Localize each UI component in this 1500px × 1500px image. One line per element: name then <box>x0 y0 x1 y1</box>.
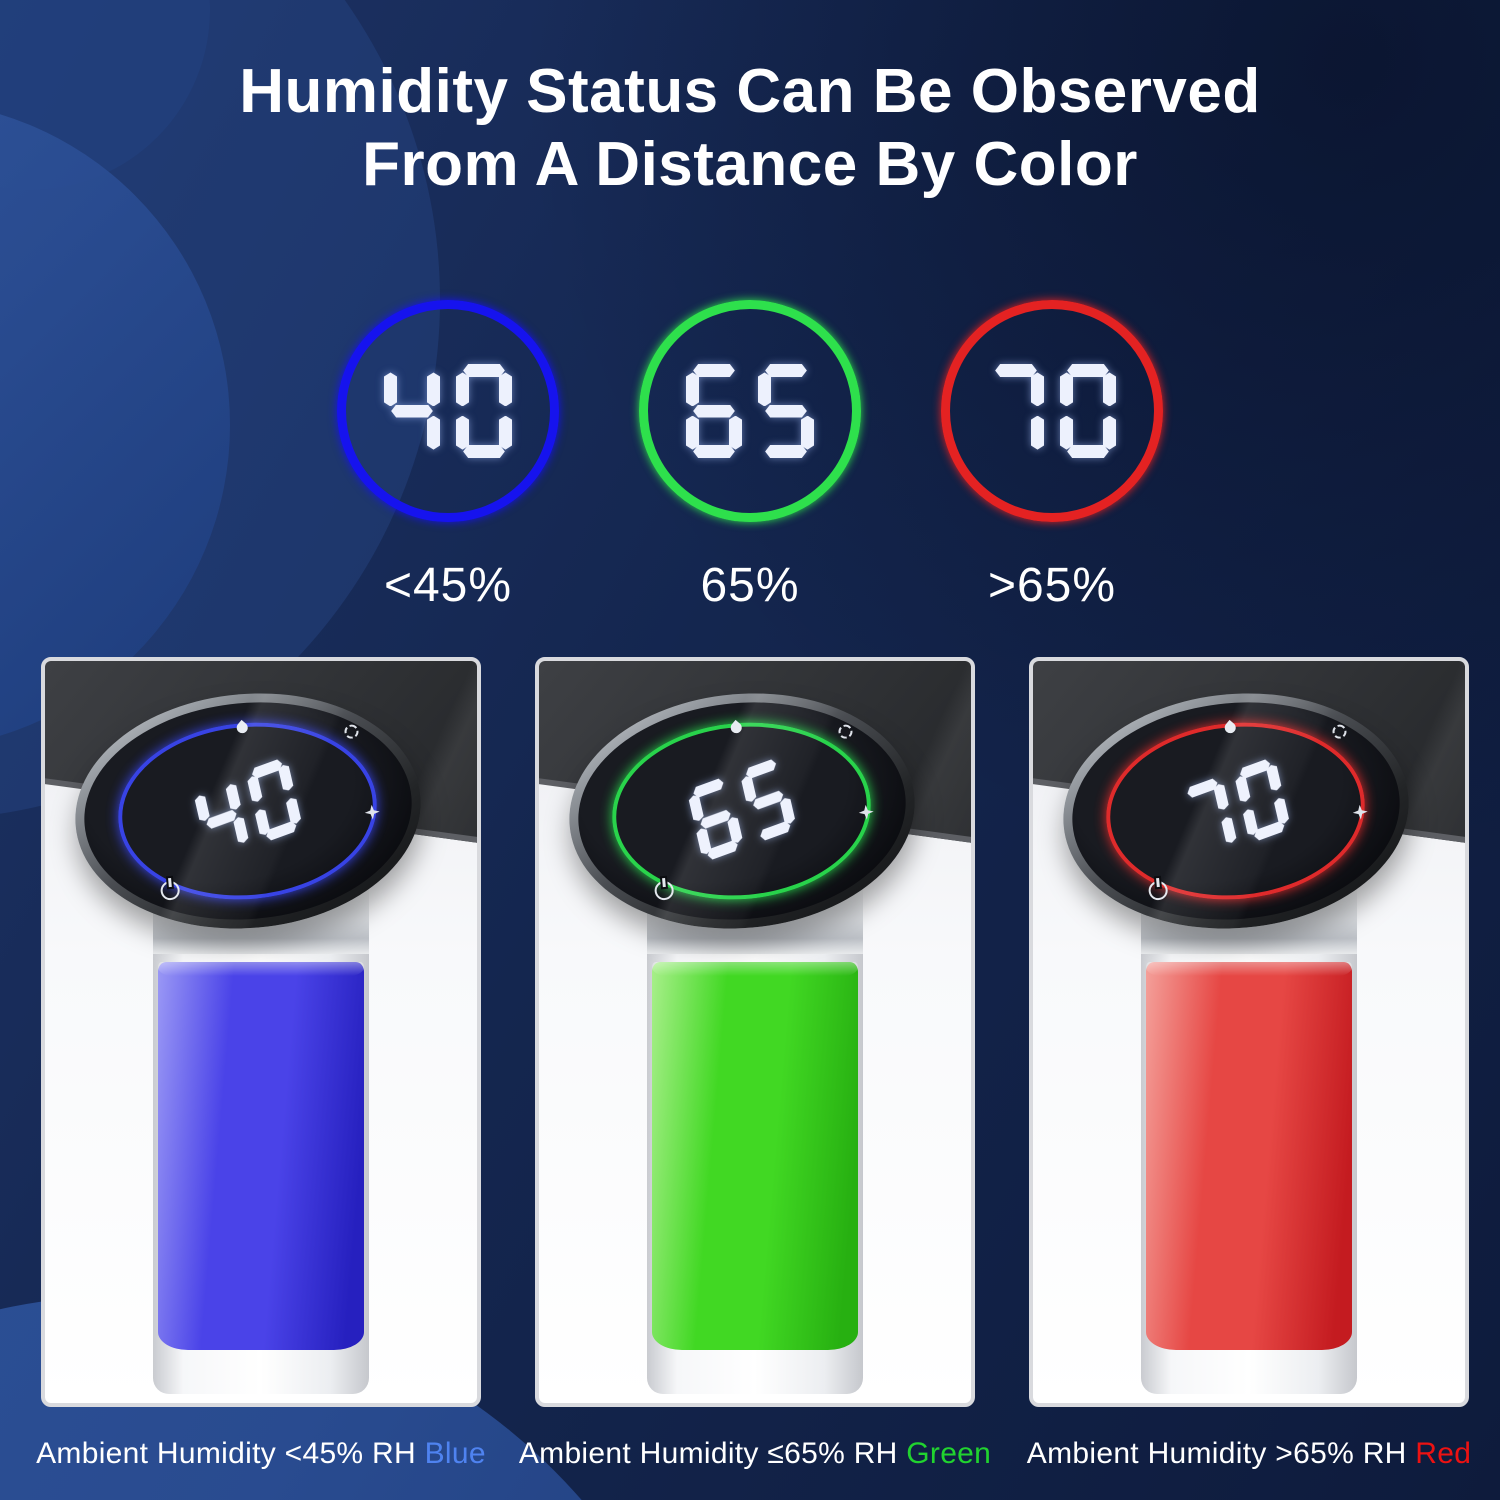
caption: Ambient Humidity ≤65% RH Green <box>515 1409 995 1499</box>
page-title: Humidity Status Can Be Observed From A D… <box>0 0 1500 201</box>
tank-liquid <box>652 961 858 1351</box>
range-label: >65% <box>987 559 1117 612</box>
humidity-indicator: 65% <box>639 300 861 613</box>
product-photo <box>41 657 481 1407</box>
caption-color-word: Green <box>906 1437 992 1470</box>
indicator-row: <45% 65% >65% <box>0 300 1500 613</box>
range-label: <45% <box>383 559 513 612</box>
water-tank <box>1141 876 1357 1395</box>
indicator-ring <box>941 300 1163 522</box>
caption-text: Ambient Humidity ≤65% RH <box>518 1437 907 1470</box>
water-tank <box>647 876 863 1395</box>
seven-segment-value <box>384 364 512 458</box>
range-label: 65% <box>700 559 800 612</box>
caption: Ambient Humidity >65% RH Red <box>1009 1409 1489 1499</box>
caption-color-word: Blue <box>424 1437 486 1470</box>
title-line-2: From A Distance By Color <box>362 129 1138 199</box>
tank-liquid <box>158 961 364 1351</box>
product-panel: Ambient Humidity ≤65% RH Green <box>519 657 991 1499</box>
caption: Ambient Humidity <45% RH Blue <box>21 1409 501 1499</box>
product-panel: Ambient Humidity <45% RH Blue <box>36 657 486 1499</box>
product-panel: Ambient Humidity >65% RH Red <box>1027 657 1471 1499</box>
caption-color-word: Red <box>1415 1437 1472 1470</box>
seven-segment-value <box>988 364 1116 458</box>
indicator-ring <box>639 300 861 522</box>
humidity-indicator: >65% <box>941 300 1163 613</box>
water-tank <box>153 876 369 1395</box>
indicator-ring <box>337 300 559 522</box>
title-line-1: Humidity Status Can Be Observed <box>239 57 1261 126</box>
product-panel-row: Ambient Humidity <45% RH Blue <box>36 657 1471 1499</box>
product-photo <box>535 657 975 1407</box>
caption-text: Ambient Humidity >65% RH <box>1026 1437 1416 1470</box>
tank-liquid <box>1146 961 1352 1351</box>
seven-segment-value <box>686 364 814 458</box>
caption-text: Ambient Humidity <45% RH <box>36 1437 425 1470</box>
humidity-indicator: <45% <box>337 300 559 613</box>
product-photo <box>1029 657 1469 1407</box>
